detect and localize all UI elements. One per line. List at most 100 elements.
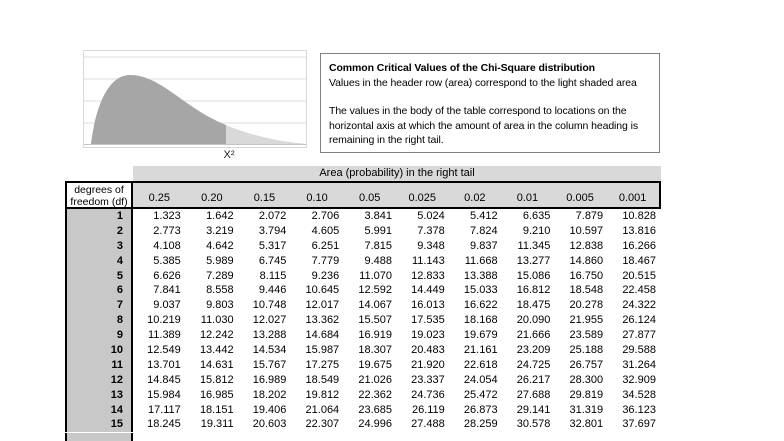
- value-cell: 6.635: [502, 209, 556, 224]
- table-body: 1 1.323 1.642 2.072 2.706 3.841 5.024 5.412 6.63…: [65, 209, 661, 433]
- value-cell: 20.603: [238, 417, 292, 433]
- value-cell: 26.124: [608, 313, 661, 329]
- df-cell: 13: [65, 387, 133, 403]
- value-cell: 22.618: [449, 357, 503, 373]
- chi-square-distribution-chart: [83, 50, 307, 148]
- value-cell: 14.860: [555, 253, 609, 269]
- df-cell: 12: [65, 372, 133, 388]
- distribution-body-dark-area: [91, 75, 226, 144]
- value-cell: 13.388: [449, 268, 503, 284]
- value-cell: 13.277: [502, 253, 556, 269]
- value-cell: 10.748: [238, 298, 292, 314]
- df-header-line2: freedom (df): [70, 196, 128, 208]
- value-cell: 31.319: [555, 402, 609, 418]
- value-cell: 14.449: [396, 283, 450, 299]
- area-column-header: 0.001: [618, 192, 647, 204]
- value-cell: 18.475: [502, 298, 556, 314]
- value-cell: 21.955: [555, 313, 609, 329]
- value-cell: 27.688: [502, 387, 556, 403]
- value-cell: 19.406: [238, 402, 292, 418]
- value-cell: 21.064: [291, 402, 345, 418]
- value-cell: 5.412: [449, 209, 503, 224]
- value-cell: 18.245: [133, 417, 186, 433]
- value-cell: 12.592: [344, 283, 397, 299]
- value-cell: 22.458: [608, 283, 661, 299]
- value-cell: 9.488: [344, 253, 397, 269]
- value-cell: 11.345: [502, 238, 556, 254]
- table-row: 8 10.219 11.030 12.027 13.362 15.507 17.535 18.…: [65, 313, 661, 329]
- value-cell: 15.984: [133, 387, 186, 403]
- value-cell: 16.750: [555, 268, 609, 284]
- value-cell: 26.873: [449, 402, 503, 418]
- value-cell: 5.317: [238, 238, 292, 254]
- value-cell: 15.086: [502, 268, 556, 284]
- value-cell: 2.773: [133, 223, 186, 239]
- value-cell: 3.841: [344, 209, 397, 224]
- value-cell: 15.812: [185, 372, 239, 388]
- value-cell: 20.483: [396, 343, 450, 358]
- value-cell: 9.446: [238, 283, 292, 299]
- value-cell: 18.202: [238, 387, 292, 403]
- value-cell: 28.259: [449, 417, 503, 433]
- value-cell: 2.072: [238, 209, 292, 224]
- value-cell: 11.070: [344, 268, 397, 284]
- value-cell: 17.117: [133, 402, 186, 418]
- area-column-header: 0.10: [306, 192, 328, 204]
- value-cell: 12.027: [238, 313, 292, 329]
- value-cell: 10.219: [133, 313, 186, 329]
- df-cell: 5: [65, 268, 133, 284]
- value-cell: 23.685: [344, 402, 397, 418]
- df-cell: 6: [65, 283, 133, 299]
- value-cell: 19.679: [449, 328, 503, 344]
- value-cell: 14.067: [344, 298, 397, 314]
- value-cell: 6.251: [291, 238, 345, 254]
- value-cell: 6.626: [133, 268, 186, 284]
- value-cell: 12.833: [396, 268, 450, 284]
- value-cell: 8.115: [238, 268, 292, 284]
- value-cell: 21.161: [449, 343, 503, 358]
- value-cell: 26.119: [396, 402, 450, 418]
- value-cell: 36.123: [608, 402, 661, 418]
- area-column-header: 0.005: [566, 192, 594, 204]
- table-row: 9 11.389 12.242 13.288 14.684 16.919 19.023 19.…: [65, 328, 661, 344]
- table-row: 14 17.117 18.151 19.406 21.064 23.685 26.119 26…: [65, 402, 661, 418]
- value-cell: 7.289: [185, 268, 239, 284]
- value-cell: 27.877: [608, 328, 661, 344]
- df-cell: 10: [65, 343, 133, 358]
- value-cell: 18.549: [291, 372, 345, 388]
- df-column-overflow: [65, 432, 133, 441]
- value-cell: 7.841: [133, 283, 186, 299]
- value-cell: 13.816: [608, 223, 661, 239]
- value-cell: 12.242: [185, 328, 239, 344]
- df-cell: 9: [65, 328, 133, 344]
- area-column-header: 0.05: [358, 192, 381, 204]
- value-cell: 9.210: [502, 223, 556, 239]
- value-cell: 14.534: [238, 343, 292, 358]
- value-cell: 7.378: [396, 223, 450, 239]
- value-cell: 13.288: [238, 328, 292, 344]
- area-column-header: 0.15: [253, 192, 276, 204]
- value-cell: 28.300: [555, 372, 609, 388]
- value-cell: 11.030: [185, 313, 239, 329]
- value-cell: 21.026: [344, 372, 397, 388]
- value-cell: 16.812: [502, 283, 556, 299]
- value-cell: 20.515: [608, 268, 661, 284]
- value-cell: 17.275: [291, 357, 345, 373]
- value-cell: 24.996: [344, 417, 397, 433]
- table-row: 1 1.323 1.642 2.072 2.706 3.841 5.024 5.412 6.63…: [65, 209, 661, 224]
- value-cell: 4.605: [291, 223, 345, 239]
- chart-x-axis-label: X²: [223, 149, 235, 161]
- value-cell: 19.311: [185, 417, 239, 433]
- value-cell: 10.645: [291, 283, 345, 299]
- value-cell: 11.668: [449, 253, 503, 269]
- value-cell: 8.558: [185, 283, 239, 299]
- value-cell: 15.767: [238, 357, 292, 373]
- value-cell: 25.472: [449, 387, 503, 403]
- value-cell: 5.024: [396, 209, 450, 224]
- table-row: 6 7.841 8.558 9.446 10.645 12.592 14.449 15.033…: [65, 283, 661, 299]
- value-cell: 16.919: [344, 328, 397, 344]
- value-cell: 7.879: [555, 209, 609, 224]
- value-cell: 2.706: [291, 209, 345, 224]
- value-cell: 21.920: [396, 357, 450, 373]
